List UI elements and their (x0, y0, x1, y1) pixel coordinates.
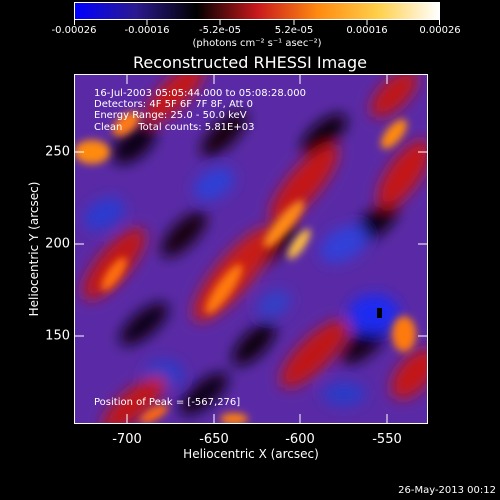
colorbar (74, 2, 440, 20)
x-tick-label: -550 (372, 432, 402, 447)
peak-position: Position of Peak = [-567,276] (94, 397, 241, 408)
x-tick-label: -650 (199, 432, 229, 447)
energy-range: Energy Range: 25.0 - 50.0 keV (94, 110, 247, 121)
x-axis-label: Heliocentric X (arcsec) (183, 447, 319, 461)
y-tick-label: 200 (45, 236, 70, 252)
colorbar-tick-label: 5.2e-05 (274, 25, 314, 36)
x-tick-label: -600 (285, 432, 315, 447)
colorbar-tick-label: -0.00026 (51, 25, 97, 36)
y-axis-label: Heliocentric Y (arcsec) (27, 181, 41, 317)
colorbar-tick-label: 0.00026 (419, 25, 461, 36)
colorbar-units: (photons cm⁻² s⁻¹ asec⁻²) (192, 38, 322, 49)
axis-ticks (74, 74, 428, 424)
time-range: 16-Jul-2003 05:05:44.000 to 05:08:28.000 (94, 88, 306, 99)
detectors-info: Detectors: 4F 5F 6F 7F 8F, Att 0 (94, 99, 254, 110)
colorbar-ticks (74, 20, 440, 25)
y-tick-label: 250 (45, 144, 70, 160)
rhessi-image (74, 74, 428, 424)
y-tick-label: 150 (45, 328, 70, 344)
colorbar-tick-label: 0.00016 (346, 25, 388, 36)
clean-counts: Clean Total counts: 5.81E+03 (94, 122, 255, 133)
date-stamp: 26-May-2013 00:12 (398, 485, 496, 496)
colorbar-tick-label: -0.00016 (124, 25, 170, 36)
x-tick-label: -700 (112, 432, 142, 447)
image-title: Reconstructed RHESSI Image (133, 53, 367, 72)
colorbar-tick-label: -5.2e-05 (199, 25, 241, 36)
